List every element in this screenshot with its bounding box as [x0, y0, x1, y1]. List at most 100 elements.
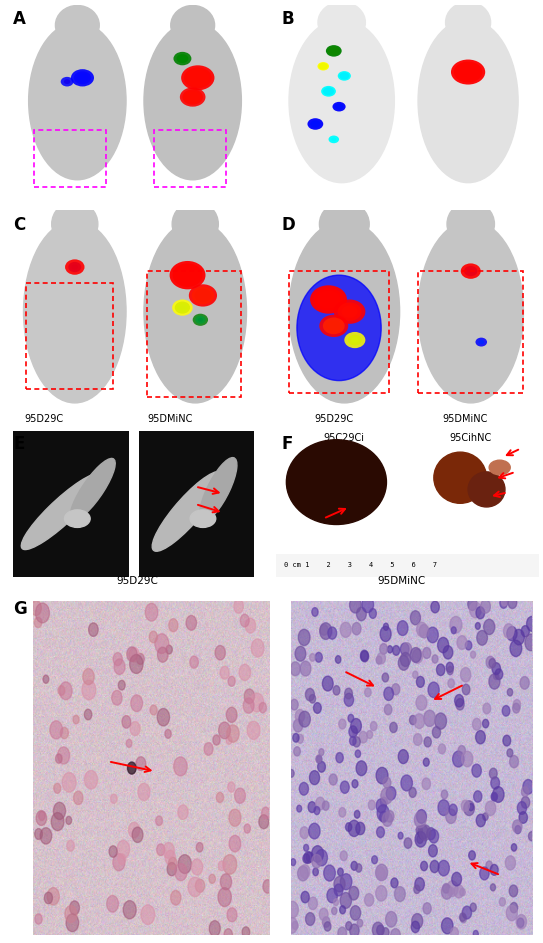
Circle shape [386, 786, 396, 800]
Circle shape [477, 631, 488, 645]
Circle shape [316, 755, 321, 763]
Circle shape [339, 807, 346, 817]
Text: 95CihNC: 95CihNC [450, 433, 492, 443]
Circle shape [415, 832, 426, 847]
Circle shape [228, 676, 235, 687]
Circle shape [61, 76, 73, 87]
Ellipse shape [297, 275, 381, 381]
Circle shape [476, 731, 485, 744]
Circle shape [460, 263, 481, 279]
Text: D: D [281, 216, 295, 235]
Ellipse shape [29, 22, 126, 180]
Circle shape [489, 658, 496, 668]
Circle shape [298, 629, 310, 646]
Circle shape [297, 735, 304, 743]
Circle shape [400, 643, 409, 655]
Circle shape [521, 625, 529, 637]
Circle shape [292, 921, 298, 930]
Circle shape [303, 853, 310, 863]
Circle shape [432, 654, 438, 663]
Circle shape [329, 136, 339, 143]
Text: 95DMiNC: 95DMiNC [443, 414, 488, 423]
Circle shape [435, 713, 446, 729]
Text: 95DMiNC: 95DMiNC [377, 576, 426, 586]
Circle shape [107, 896, 118, 912]
Circle shape [386, 810, 394, 822]
Circle shape [390, 722, 397, 733]
Circle shape [220, 874, 232, 890]
Circle shape [397, 620, 408, 636]
Circle shape [220, 667, 229, 679]
Circle shape [310, 286, 347, 314]
Circle shape [173, 263, 203, 287]
Circle shape [472, 764, 481, 777]
Circle shape [382, 812, 393, 826]
Circle shape [423, 902, 431, 914]
Text: 95C29Ci: 95C29Ci [324, 433, 365, 443]
Circle shape [415, 878, 425, 891]
Ellipse shape [65, 510, 90, 527]
Circle shape [500, 598, 507, 608]
Circle shape [228, 782, 235, 792]
Circle shape [369, 608, 376, 619]
Circle shape [457, 636, 467, 650]
Circle shape [501, 597, 508, 605]
Circle shape [393, 646, 400, 655]
Text: A: A [13, 10, 26, 28]
Circle shape [491, 777, 500, 789]
Bar [139, 431, 254, 577]
Circle shape [356, 864, 362, 872]
Circle shape [381, 787, 393, 804]
Ellipse shape [190, 510, 216, 527]
Circle shape [464, 266, 477, 276]
Circle shape [346, 308, 353, 315]
Circle shape [331, 49, 337, 53]
Circle shape [89, 622, 98, 637]
Circle shape [165, 730, 171, 738]
Circle shape [300, 661, 311, 676]
Text: 95D29C: 95D29C [58, 216, 97, 226]
Circle shape [55, 754, 62, 763]
Circle shape [521, 797, 530, 808]
Circle shape [432, 726, 440, 738]
Circle shape [62, 772, 76, 792]
Circle shape [513, 700, 521, 710]
Circle shape [247, 721, 260, 739]
Circle shape [351, 861, 357, 870]
Circle shape [355, 750, 361, 757]
Circle shape [361, 650, 368, 661]
Circle shape [460, 668, 471, 682]
Circle shape [376, 864, 388, 881]
Circle shape [420, 825, 431, 840]
Circle shape [398, 750, 408, 764]
Circle shape [383, 623, 388, 630]
Circle shape [118, 853, 125, 865]
Circle shape [300, 827, 308, 838]
Circle shape [338, 303, 362, 321]
Circle shape [334, 884, 343, 896]
Bar [26, 283, 113, 389]
Circle shape [176, 54, 188, 63]
Circle shape [190, 95, 195, 99]
Bar [147, 271, 242, 397]
Circle shape [424, 710, 435, 726]
Circle shape [175, 864, 187, 881]
Circle shape [376, 885, 387, 902]
Circle shape [507, 688, 513, 696]
Circle shape [454, 61, 482, 82]
Circle shape [340, 851, 348, 861]
Ellipse shape [318, 2, 365, 42]
Circle shape [136, 756, 146, 770]
Circle shape [413, 671, 418, 678]
Circle shape [179, 268, 197, 282]
Circle shape [345, 688, 352, 699]
Circle shape [195, 879, 205, 892]
Circle shape [462, 752, 473, 767]
Circle shape [157, 708, 169, 726]
Circle shape [187, 93, 198, 101]
Circle shape [259, 815, 269, 829]
Ellipse shape [289, 221, 400, 403]
Circle shape [380, 797, 387, 807]
Circle shape [47, 887, 59, 905]
Circle shape [190, 72, 206, 84]
